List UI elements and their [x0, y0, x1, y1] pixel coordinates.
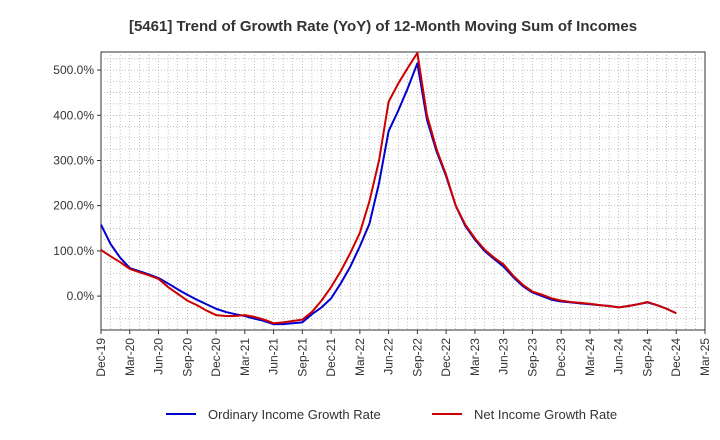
- x-tick-label: Jun-20: [152, 338, 166, 375]
- x-tick-label: Dec-19: [94, 338, 108, 377]
- x-tick-label: Sep-23: [525, 338, 539, 377]
- x-tick-label: Jun-24: [612, 338, 626, 375]
- x-tick-label: Dec-20: [209, 338, 223, 377]
- x-tick-label: Mar-23: [468, 338, 482, 376]
- plot-frame: [100, 51, 706, 331]
- series-line-2: [100, 51, 677, 325]
- x-tick-label: Sep-24: [640, 338, 654, 377]
- legend-label-1: Ordinary Income Growth Rate: [208, 407, 381, 422]
- legend-label-2: Net Income Growth Rate: [474, 407, 617, 422]
- y-tick-label: 400.0%: [53, 108, 94, 122]
- x-tick-label: Mar-21: [238, 338, 252, 376]
- x-tick-label: Jun-23: [497, 338, 511, 375]
- x-tick-label: Jun-21: [267, 338, 281, 375]
- series-group: [100, 51, 677, 326]
- x-tick-label: Dec-22: [439, 338, 453, 377]
- x-tick-label: Sep-20: [180, 338, 194, 377]
- y-tick-label: 500.0%: [53, 63, 94, 77]
- grid-lines: [101, 52, 705, 330]
- chart-title: [5461] Trend of Growth Rate (YoY) of 12-…: [129, 18, 637, 35]
- x-tick-label: Jun-22: [382, 338, 396, 375]
- legend: Ordinary Income Growth Rate Net Income Gr…: [166, 407, 617, 422]
- x-tick-label: Mar-22: [353, 338, 367, 376]
- x-tick-label: Dec-21: [324, 338, 338, 377]
- x-axis: Dec-19 Mar-20 Jun-20 Sep-20 Dec-20 Mar-21 Jun-…: [94, 330, 712, 377]
- x-tick-label: Dec-24: [669, 338, 683, 377]
- x-tick-label: Mar-25: [698, 338, 712, 376]
- y-tick-label: 100.0%: [53, 244, 94, 258]
- plot-area: [100, 51, 706, 331]
- y-axis: 0.0% 100.0% 200.0% 300.0% 400.0% 500.0%: [53, 63, 101, 303]
- y-tick-label: 0.0%: [67, 289, 95, 303]
- y-tick-label: 300.0%: [53, 153, 94, 167]
- x-tick-label: Sep-21: [295, 338, 309, 377]
- x-tick-label: Mar-20: [123, 338, 137, 376]
- x-tick-label: Dec-23: [554, 338, 568, 377]
- y-tick-label: 200.0%: [53, 199, 94, 213]
- x-tick-label: Sep-22: [410, 338, 424, 377]
- x-tick-label: Mar-24: [583, 338, 597, 376]
